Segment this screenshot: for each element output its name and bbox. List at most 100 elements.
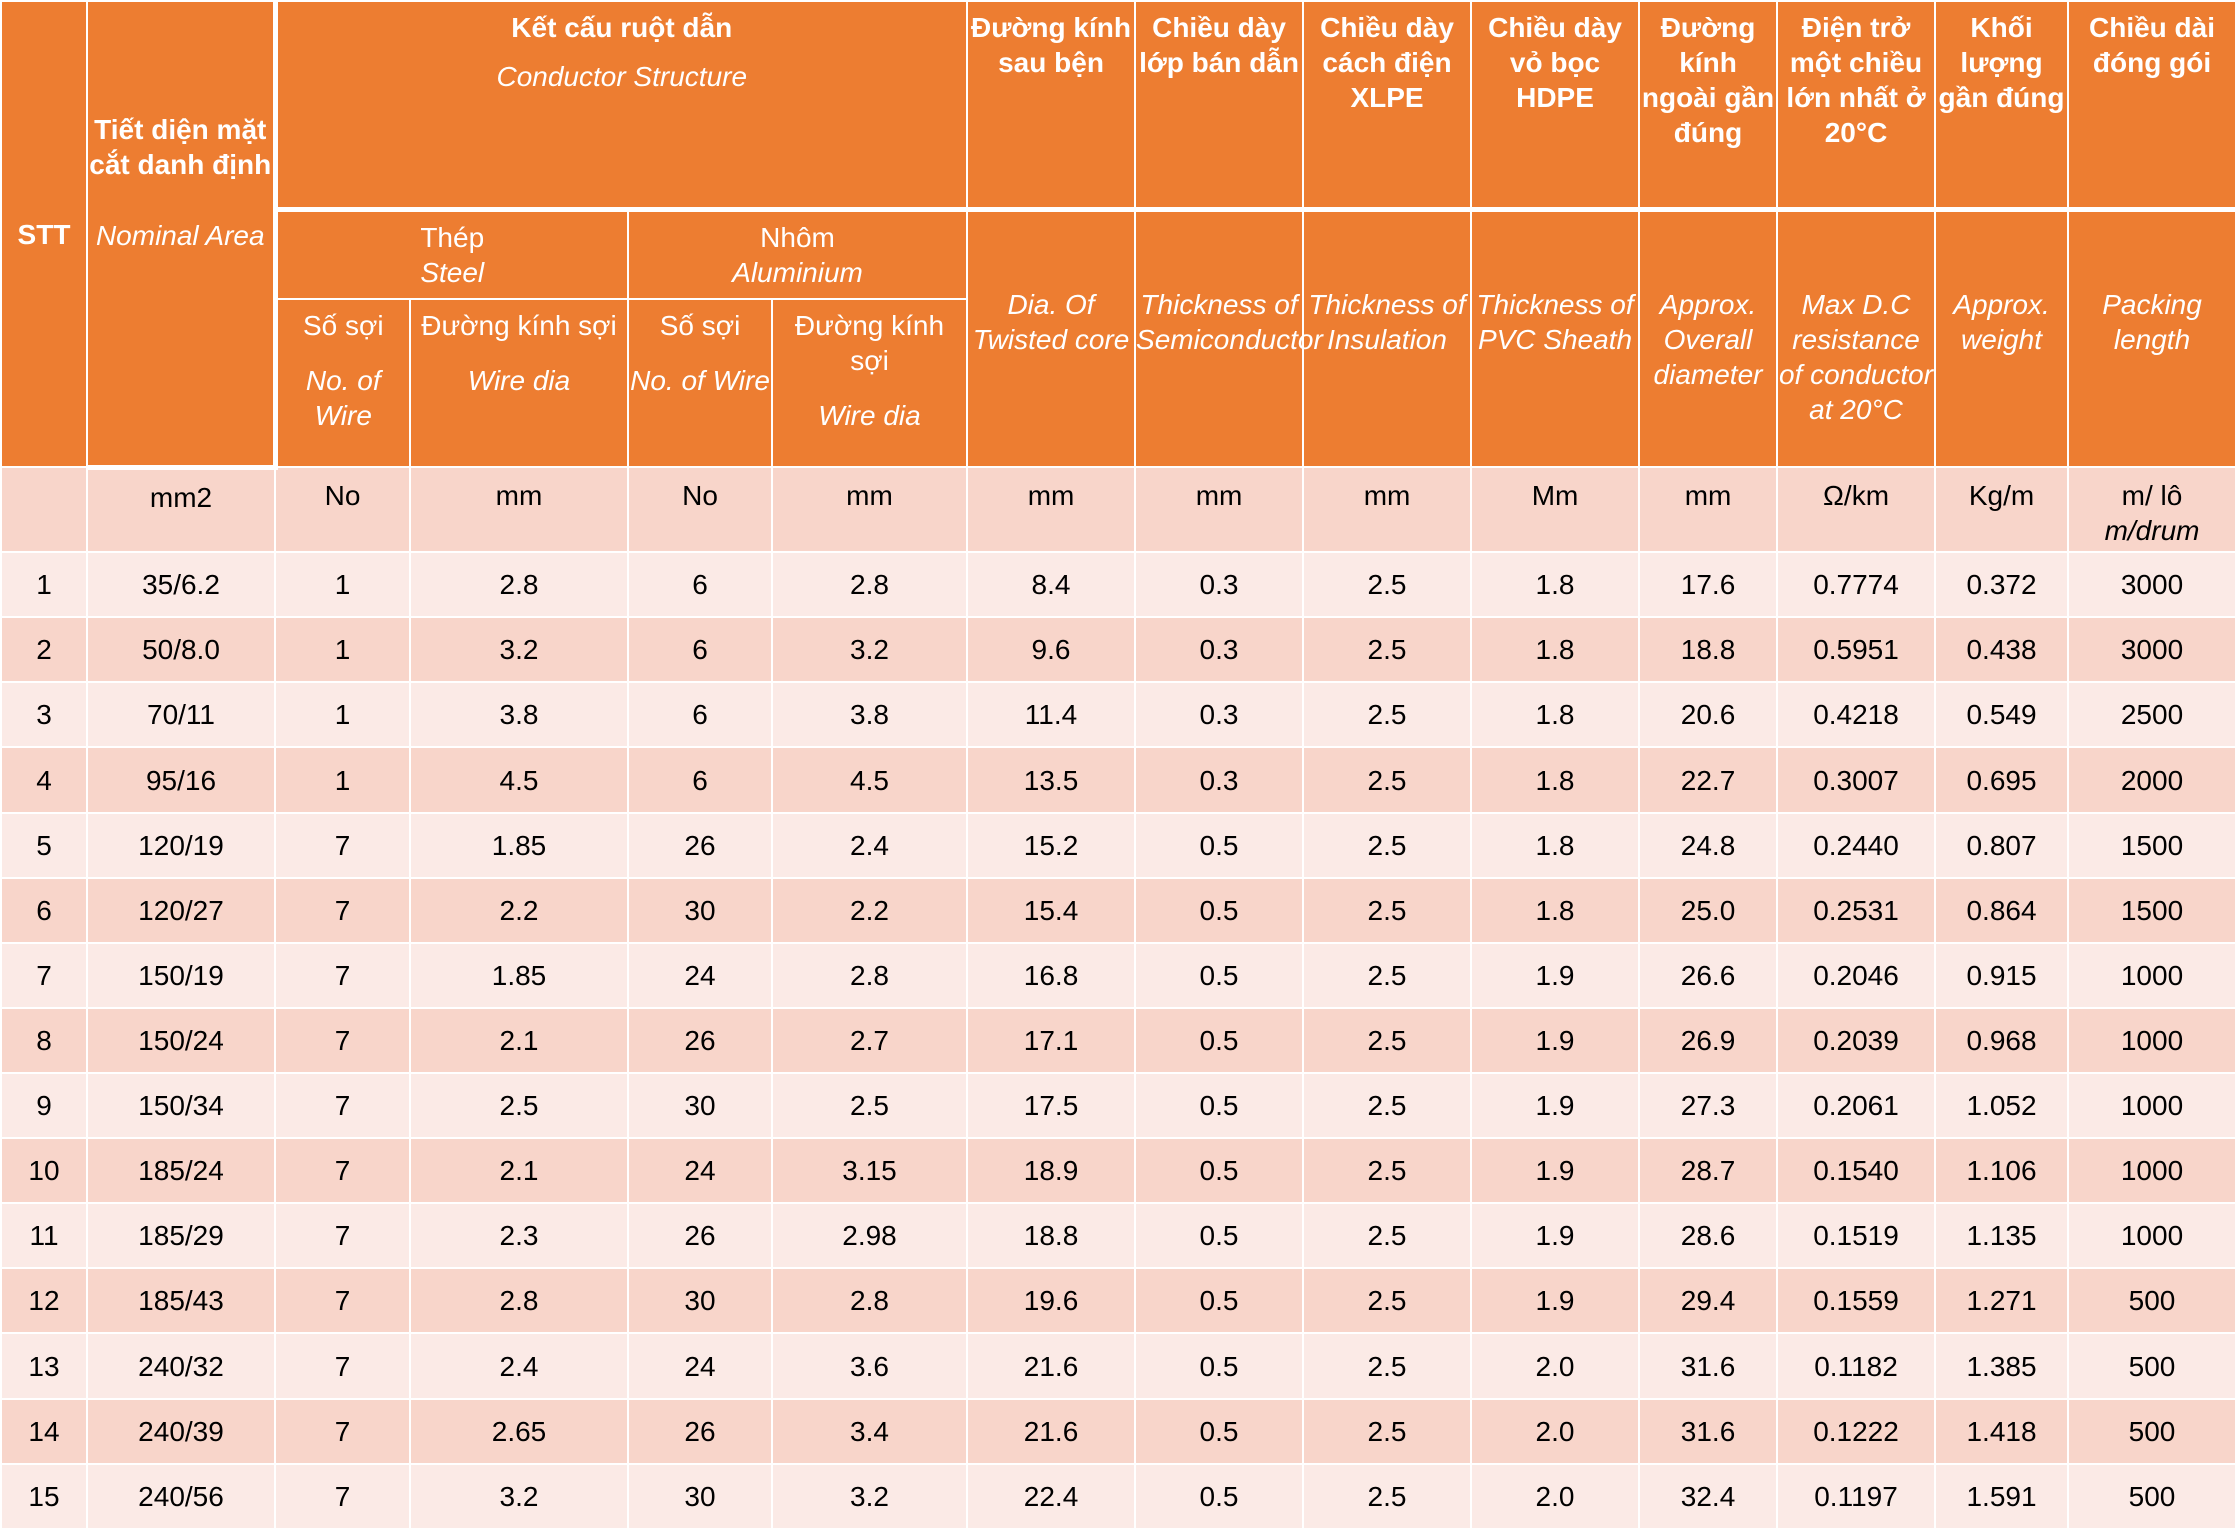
table-cell: 1.418 (1934, 1397, 2070, 1465)
table-cell: 1.9 (1470, 1267, 1641, 1335)
unit-packing-vi: m/ lô (2121, 480, 2183, 511)
table-cell: 28.6 (1638, 1202, 1779, 1270)
table-cell: 2.5 (409, 1072, 629, 1140)
table-cell: 3.6 (770, 1332, 969, 1400)
table-cell: 7 (274, 1072, 411, 1140)
table-cell: 1000 (2067, 1137, 2235, 1205)
table-cell: 1000 (2067, 1072, 2235, 1140)
header-twisted-en: Dia. Of Twisted core (972, 288, 1130, 355)
table-row: 15 240/56 7 3.2 30 3.2 22.4 0.5 2.5 2.0 32.4 0.1197… (0, 1462, 2235, 1531)
table-cell: 2.5 (1302, 681, 1473, 749)
table-cell: 6 (627, 551, 773, 619)
table-cell: 15 (0, 1462, 88, 1531)
header-semicon-en: Thickness of Semiconductor (1136, 288, 1323, 355)
table-cell: 35/6.2 (86, 551, 276, 619)
table-header: STT Tiết diện mặt cắt danh định Nominal … (0, 0, 2235, 470)
table-cell: 0.5 (1134, 1462, 1305, 1531)
header-steel-en: Steel (420, 256, 485, 288)
table-cell: 5 (0, 811, 88, 879)
table-cell: 2.8 (409, 551, 629, 619)
table-cell: 0.2531 (1776, 876, 1937, 944)
table-cell: 0.968 (1934, 1006, 2070, 1075)
table-cell: 2.8 (770, 1267, 969, 1335)
table-cell: 13 (0, 1332, 88, 1400)
table-cell: 2.5 (1302, 811, 1473, 879)
table-cell: 500 (2067, 1267, 2235, 1335)
table-cell: 1.8 (1470, 811, 1641, 879)
table-cell: 2.0 (1470, 1462, 1641, 1531)
table-cell: 1 (274, 681, 411, 749)
table-cell: 20.6 (1638, 681, 1779, 749)
table-cell: 30 (627, 1072, 773, 1140)
header-conductor-structure: Kết cấu ruột dẫn Conductor Structure (273, 0, 969, 210)
table-cell: 7 (274, 1462, 411, 1531)
table-cell: 0.5 (1134, 876, 1305, 944)
table-cell: 1.85 (409, 941, 629, 1009)
table-cell: 2.4 (770, 811, 969, 879)
table-cell: 2.5 (1302, 1072, 1473, 1140)
table-cell: 6 (627, 746, 773, 814)
header-packing-en: Packing length (2102, 288, 2202, 355)
table-cell: 0.3 (1134, 746, 1305, 814)
table-cell: 1.135 (1934, 1202, 2070, 1270)
table-cell: 3.2 (770, 1462, 969, 1531)
table-cell: 0.864 (1934, 876, 2070, 944)
table-cell: 4.5 (409, 746, 629, 814)
table-cell: 0.5 (1134, 811, 1305, 879)
table-cell: 1.9 (1470, 1006, 1641, 1075)
table-cell: 185/24 (86, 1137, 276, 1205)
header-aluminium: Nhôm Aluminium (626, 206, 969, 300)
table-cell: 26.9 (1638, 1006, 1779, 1075)
table-cell: 2.8 (409, 1267, 629, 1335)
table-row: 6 120/27 7 2.2 30 2.2 15.4 0.5 2.5 1.8 25.0 0.2531 0… (0, 876, 2235, 944)
table-cell: 32.4 (1638, 1462, 1779, 1531)
table-cell: 9.6 (966, 616, 1137, 684)
table-cell: 0.1197 (1776, 1462, 1937, 1531)
table-cell: 18.8 (966, 1202, 1137, 1270)
table-cell: 6 (0, 876, 88, 944)
table-cell: 1.8 (1470, 616, 1641, 684)
table-cell: 0.372 (1934, 551, 2070, 619)
table-cell: 7 (274, 1267, 411, 1335)
table-cell: 150/34 (86, 1072, 276, 1140)
table-cell: 7 (274, 811, 411, 879)
table-row: 13 240/32 7 2.4 24 3.6 21.6 0.5 2.5 2.0 31.6 0.1182… (0, 1332, 2235, 1400)
header-steel-vi: Thép (420, 221, 485, 253)
header-overall-en-cell: Approx. Overall diameter (1638, 206, 1779, 468)
table-cell: 10 (0, 1137, 88, 1205)
header-insulation-en-cell: Thickness of Insulation (1302, 206, 1473, 468)
header-al-no: Số sợi No. of Wire (627, 298, 773, 468)
header-twisted-vi: Đường kính sau bện (971, 12, 1131, 78)
table-cell: 1.591 (1934, 1462, 2070, 1531)
table-cell: 26 (627, 1006, 773, 1075)
table-cell: 1.9 (1470, 941, 1641, 1009)
table-cell: 24 (627, 1137, 773, 1205)
header-overall-en: Approx. Overall diameter (1653, 288, 1763, 390)
table-cell: 185/29 (86, 1202, 276, 1270)
table-cell: 8 (0, 1006, 88, 1075)
table-cell: 26 (627, 1397, 773, 1465)
table-cell: 26 (627, 811, 773, 879)
table-cell: 21.6 (966, 1397, 1137, 1465)
header-insulation-en: Thickness of Insulation (1308, 288, 1466, 355)
table-cell: 0.5 (1134, 941, 1305, 1009)
table-cell: 11 (0, 1202, 88, 1270)
table-cell: 4.5 (770, 746, 969, 814)
table-cell: 2.3 (409, 1202, 629, 1270)
header-insulation-vi: Chiều dày cách điện XLPE (1320, 12, 1454, 113)
unit-cell: mm (409, 465, 629, 554)
table-cell: 0.3 (1134, 616, 1305, 684)
table-cell: 28.7 (1638, 1137, 1779, 1205)
header-resistance-vi: Điện trở một chiều lớn nhất ở 20°C (1786, 12, 1926, 148)
header-steel-no-en: No. of Wire (305, 365, 381, 431)
table-cell: 2.4 (409, 1332, 629, 1400)
table-cell: 1.106 (1934, 1137, 2070, 1205)
table-row: 11 185/29 7 2.3 26 2.98 18.8 0.5 2.5 1.9 28.6 0.151… (0, 1202, 2235, 1270)
table-cell: 26.6 (1638, 941, 1779, 1009)
table-cell: 0.1182 (1776, 1332, 1937, 1400)
unit-cell: Mm (1470, 465, 1641, 554)
header-twisted-vi-cell: Đường kính sau bện (966, 0, 1137, 210)
unit-cell: mm (1302, 465, 1473, 554)
table-cell: 2 (0, 616, 88, 684)
table-cell: 7 (274, 1332, 411, 1400)
